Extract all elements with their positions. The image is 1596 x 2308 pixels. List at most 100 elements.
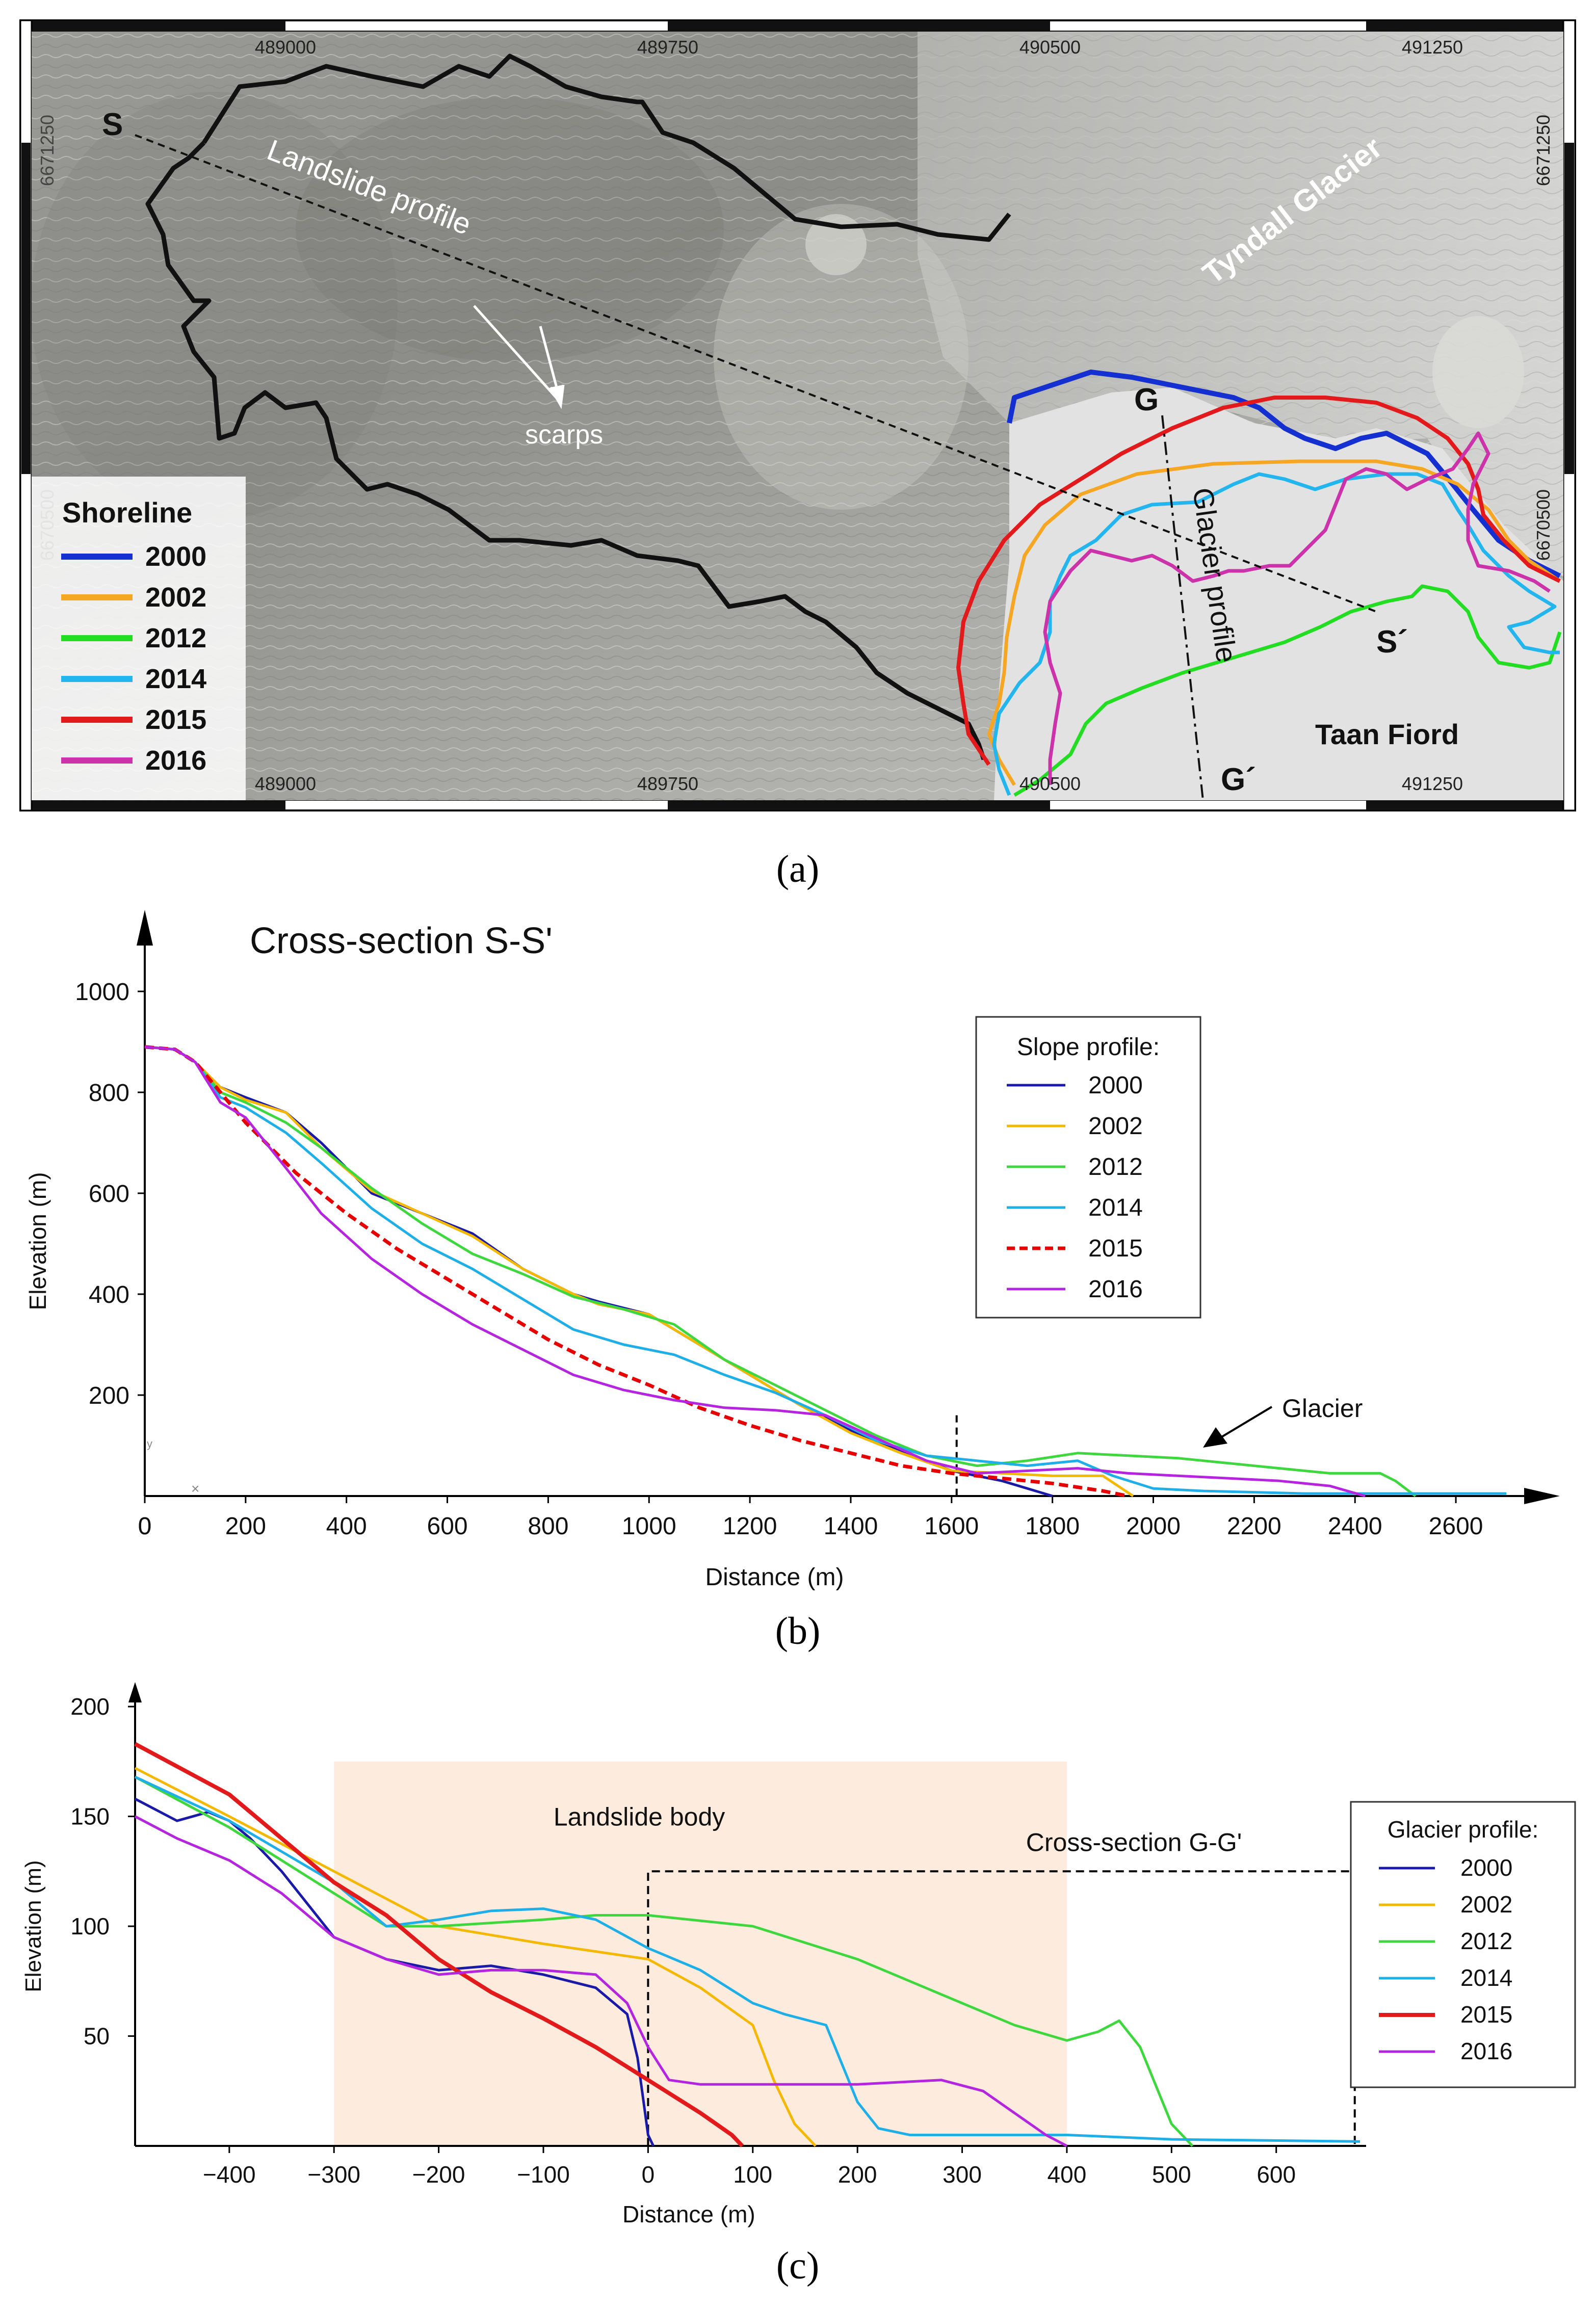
easting-tick-bottom: 491250 — [1402, 773, 1463, 794]
northing-tick-right: 6670500 — [1533, 489, 1554, 561]
shoreline-legend: Shoreline 2000 2002 2012 2014 2015 2016 — [32, 477, 246, 800]
x-tick-label: 600 — [1257, 2161, 1296, 2188]
shoreline-2014 — [992, 472, 1560, 796]
shoreline-legend-label: 2000 — [145, 541, 206, 572]
cross-section-label: Cross-section G-G' — [1026, 1828, 1242, 1856]
x-tick-label: 1200 — [723, 1513, 777, 1540]
x-tick-label: 0 — [138, 1513, 152, 1540]
shoreline-legend-label: 2014 — [145, 664, 206, 694]
x-tick-label: 1000 — [622, 1513, 676, 1540]
x-tick-label: 600 — [427, 1513, 468, 1540]
y-origin-marker: y — [147, 1437, 152, 1450]
shoreline-legend-label: 2012 — [145, 623, 206, 653]
easting-tick-bottom: 490500 — [1019, 773, 1081, 794]
x-tick-label: −400 — [203, 2161, 256, 2188]
legend-label: 2014 — [1460, 1964, 1512, 1991]
easting-tick-top: 490500 — [1019, 37, 1081, 58]
legend-title: Slope profile: — [1017, 1034, 1160, 1061]
x-tick-label: −200 — [412, 2161, 465, 2188]
label-scarps: scarps — [525, 420, 603, 450]
x-tick-label: 2600 — [1429, 1513, 1483, 1540]
x-tick-label: 1600 — [924, 1513, 979, 1540]
northing-tick-left: 6671250 — [37, 115, 58, 186]
x-tick-label: 200 — [225, 1513, 266, 1540]
x-tick-label: 800 — [528, 1513, 568, 1540]
legend-label: 2016 — [1088, 1276, 1143, 1303]
map-coordinate-labels: 489000 489000 489750 489750 490500 490500 4912… — [37, 37, 1554, 794]
easting-tick-bottom: 489000 — [255, 773, 316, 794]
legend-label: 2012 — [1088, 1153, 1143, 1181]
easting-tick-top: 489000 — [255, 37, 316, 58]
x-tick-label: 0 — [642, 2161, 655, 2188]
x-tick-label: 2000 — [1126, 1513, 1181, 1540]
x-tick-label: 400 — [326, 1513, 367, 1540]
label-s: S — [102, 107, 123, 142]
scarps-arrows — [473, 305, 565, 409]
x-tick-label: −100 — [517, 2161, 570, 2188]
y-tick-label: 100 — [70, 1913, 110, 1939]
x-tick-label: 1400 — [824, 1513, 878, 1540]
x-tick-label: 2400 — [1328, 1513, 1382, 1540]
y-tick-label: 400 — [89, 1281, 129, 1308]
x-tick-label: 400 — [1048, 2161, 1087, 2188]
legend-label: 2015 — [1460, 2001, 1512, 2028]
axes-group: −400 −300 −200 −100 0 100 200 300 400 500 600 50 100… — [21, 1682, 1366, 2227]
y-tick-label: 800 — [89, 1080, 129, 1107]
legend-label: 2016 — [1460, 2038, 1512, 2064]
glacier-profile-chart: Landslide body Cross-section G-G' −400 −300… — [21, 1682, 1576, 2227]
label-g-prime: G´ — [1221, 762, 1256, 797]
legend-label: 2012 — [1460, 1928, 1512, 1954]
label-taan-fiord: Taan Fiord — [1315, 718, 1459, 750]
x-tick-label: 300 — [943, 2161, 982, 2188]
landslide-profile-line — [135, 134, 1377, 613]
legend-label: 2000 — [1460, 1854, 1512, 1881]
series-line-2014 — [144, 1045, 1506, 1495]
panel-label-a: (a) — [776, 848, 819, 890]
legend-title: Glacier profile: — [1388, 1816, 1539, 1843]
x-tick-label: 100 — [733, 2161, 772, 2188]
shoreline-2012 — [1013, 584, 1562, 797]
glacier-annotation-arrow — [1220, 1406, 1273, 1438]
series-line-2015 — [134, 1742, 744, 2147]
glacier-profile-line — [1161, 415, 1204, 801]
shoreline-legend-title: Shoreline — [62, 496, 192, 529]
legend-label: 2002 — [1088, 1113, 1143, 1140]
y-tick-label: 200 — [70, 1693, 110, 1720]
shoreline-2015 — [956, 396, 1561, 766]
x-axis-label: Distance (m) — [705, 1564, 844, 1591]
glacier-annotation: Glacier — [1282, 1394, 1363, 1423]
legend-label: 2014 — [1088, 1194, 1143, 1221]
easting-tick-top: 489750 — [637, 37, 698, 58]
x-origin-marker: × — [191, 1481, 199, 1497]
panel-label-b: (b) — [775, 1610, 821, 1653]
x-tick-label: 200 — [838, 2161, 877, 2188]
label-g: G — [1134, 382, 1159, 417]
northing-tick-right: 6671250 — [1533, 115, 1554, 186]
series-line-2000 — [144, 1045, 1053, 1498]
shoreline-legend-label: 2015 — [145, 704, 206, 735]
series-line-2016 — [144, 1045, 1366, 1498]
legend-label: 2015 — [1088, 1235, 1143, 1262]
shoreline-2016 — [1043, 431, 1551, 785]
legend-label: 2000 — [1088, 1072, 1143, 1099]
series-line-2016 — [134, 1815, 1068, 2147]
y-tick-label: 200 — [89, 1382, 129, 1409]
y-axis-label: Elevation (m) — [21, 1860, 46, 1992]
glacier-annotation-arrowhead — [1203, 1427, 1227, 1448]
x-tick-label: −300 — [307, 2161, 360, 2188]
y-tick-label: 600 — [89, 1181, 129, 1208]
legend-box — [1350, 1801, 1576, 2088]
y-tick-label: 1000 — [75, 979, 129, 1006]
x-tick-label: 0 — [138, 1513, 152, 1540]
landslide-body-label: Landslide body — [554, 1803, 725, 1831]
shoreline-legend-label: 2016 — [145, 745, 206, 776]
y-tick-label: 50 — [84, 2023, 110, 2050]
y-axis-arrow — [128, 1682, 142, 1702]
x-tick-label: 500 — [1152, 2161, 1191, 2188]
series-line-2014 — [134, 1775, 1360, 2143]
label-s-prime: S´ — [1376, 624, 1408, 660]
chart-title: Cross-section S-S' — [250, 921, 553, 961]
easting-tick-top: 491250 — [1402, 37, 1463, 58]
y-axis-arrow — [137, 910, 153, 946]
legend-label: 2002 — [1460, 1891, 1512, 1918]
